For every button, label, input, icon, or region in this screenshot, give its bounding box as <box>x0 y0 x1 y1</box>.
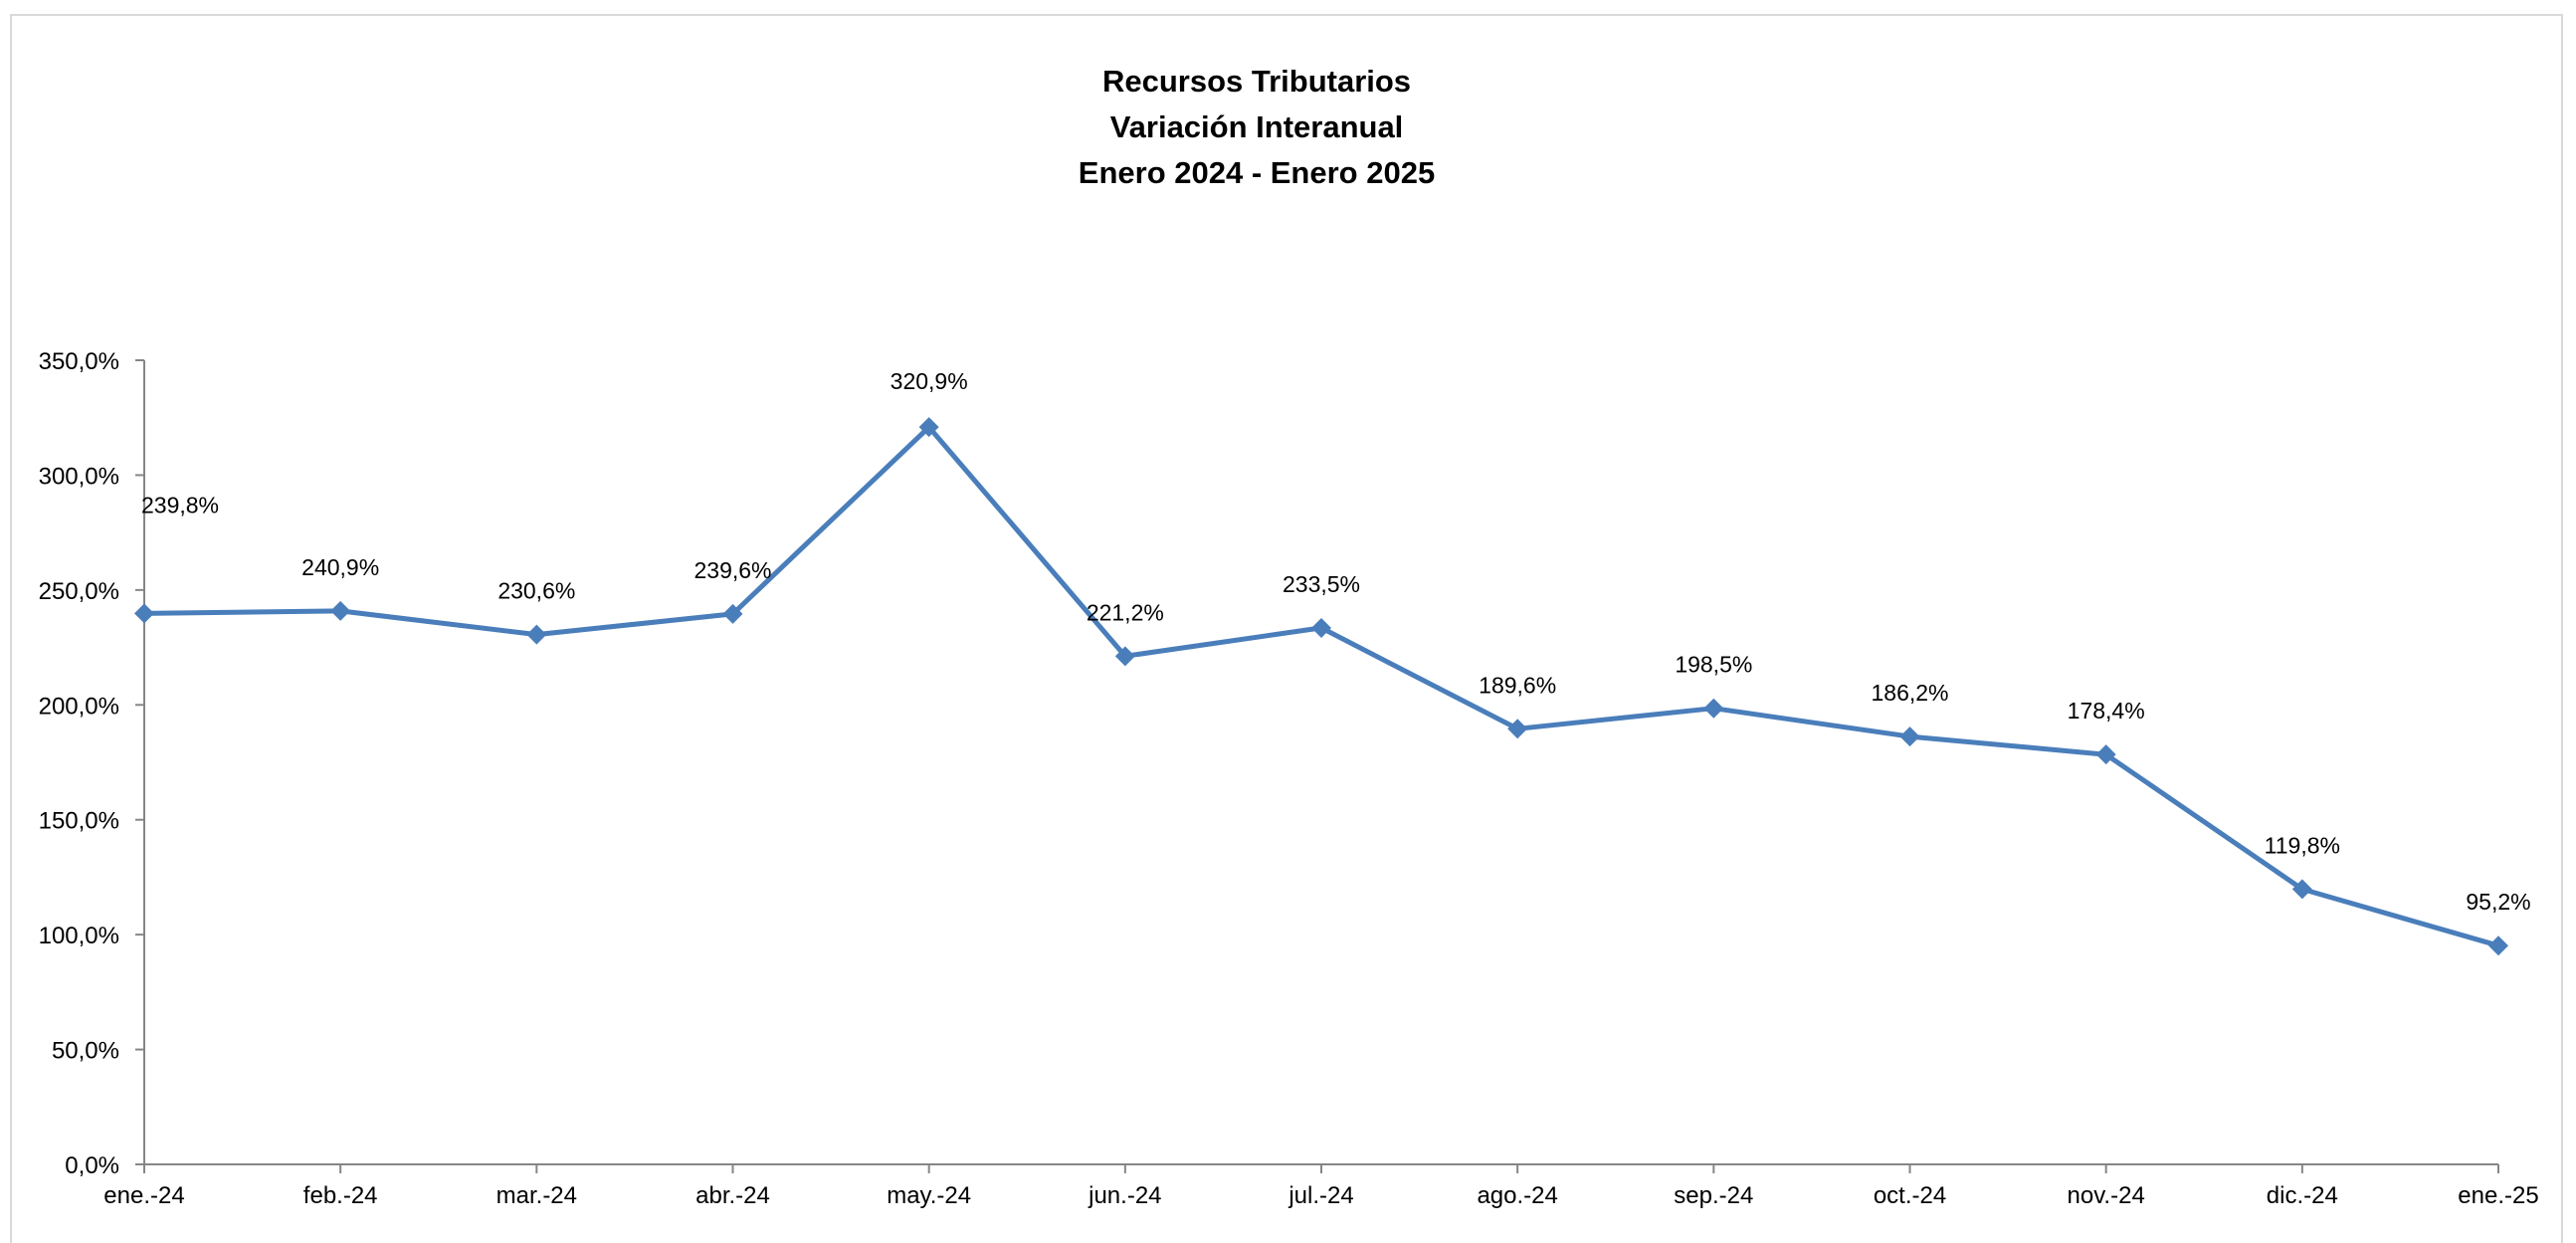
chart-title-line-1: Recursos Tributarios <box>1102 64 1411 99</box>
data-label: 239,6% <box>694 557 771 583</box>
series-group <box>134 417 2508 956</box>
data-label: 198,5% <box>1675 652 1752 678</box>
data-label: 221,2% <box>1087 599 1164 625</box>
x-tick-label: jun.-24 <box>1088 1182 1161 1209</box>
data-label: 320,9% <box>891 368 968 394</box>
data-label: 186,2% <box>1871 680 1948 706</box>
y-tick-label: 50,0% <box>52 1038 119 1065</box>
x-tick-label: jul.-24 <box>1288 1182 1353 1209</box>
data-label: 240,9% <box>301 554 379 580</box>
y-tick-label: 250,0% <box>39 578 119 605</box>
data-point-marker <box>918 417 939 438</box>
data-point-marker <box>2095 744 2116 765</box>
data-label: 119,8% <box>2265 832 2340 858</box>
data-point-marker <box>2291 879 2312 900</box>
data-point-marker <box>134 603 154 624</box>
y-tick-label: 200,0% <box>39 693 119 720</box>
chart-title-line-3: Enero 2024 - Enero 2025 <box>1079 155 1435 190</box>
data-point-marker <box>1114 646 1135 667</box>
data-label: 230,6% <box>497 578 575 604</box>
data-label: 189,6% <box>1479 672 1556 698</box>
x-tick-label: feb.-24 <box>303 1182 378 1209</box>
x-tick-label: oct.-24 <box>1874 1182 1946 1209</box>
data-label: 233,5% <box>1283 571 1360 597</box>
data-label: 95,2% <box>2466 889 2530 915</box>
data-point-marker <box>1703 698 1724 719</box>
chart-title: Recursos Tributarios Variación Interanua… <box>1079 64 1435 190</box>
data-point-marker <box>2488 935 2508 956</box>
y-tick-label: 100,0% <box>39 923 119 949</box>
chart-frame <box>10 14 2563 1243</box>
data-label: 239,8% <box>141 492 219 518</box>
x-tick-label: mar.-24 <box>496 1182 577 1209</box>
x-tick-label: abr.-24 <box>695 1182 770 1209</box>
y-axis: 0,0% 50,0% 100,0% 150,0% 200,0% 250,0% 300,0% 3… <box>39 348 145 1179</box>
x-tick-label: may.-24 <box>887 1182 971 1209</box>
y-tick-label: 350,0% <box>39 348 119 375</box>
chart-title-line-2: Variación Interanual <box>1110 109 1404 144</box>
x-tick-label: sep.-24 <box>1674 1182 1753 1209</box>
x-tick-label: ene.-25 <box>2458 1182 2538 1209</box>
x-tick-label: ene.-24 <box>103 1182 184 1209</box>
y-tick-label: 300,0% <box>39 463 119 490</box>
x-tick-label: nov.-24 <box>2068 1182 2145 1209</box>
y-tick-label: 150,0% <box>39 808 119 835</box>
x-axis: ene.-24 feb.-24 mar.-24 abr.-24 may.-24 jun.-… <box>103 1163 2539 1209</box>
x-tick-label: ago.-24 <box>1477 1182 1557 1209</box>
data-point-marker <box>1899 726 1920 747</box>
data-point-marker <box>526 624 547 645</box>
data-labels: 239,8% 240,9% 230,6% 239,6% 320,9% 221,2% 233,… <box>141 368 2531 915</box>
data-point-marker <box>722 603 743 624</box>
y-tick-label: 0,0% <box>65 1152 119 1179</box>
data-point-marker <box>1311 617 1331 638</box>
data-label: 178,4% <box>2068 698 2145 724</box>
x-tick-label: dic.-24 <box>2267 1182 2338 1209</box>
data-point-marker <box>330 600 351 621</box>
series-line <box>143 424 2499 948</box>
data-point-marker <box>1507 719 1528 739</box>
